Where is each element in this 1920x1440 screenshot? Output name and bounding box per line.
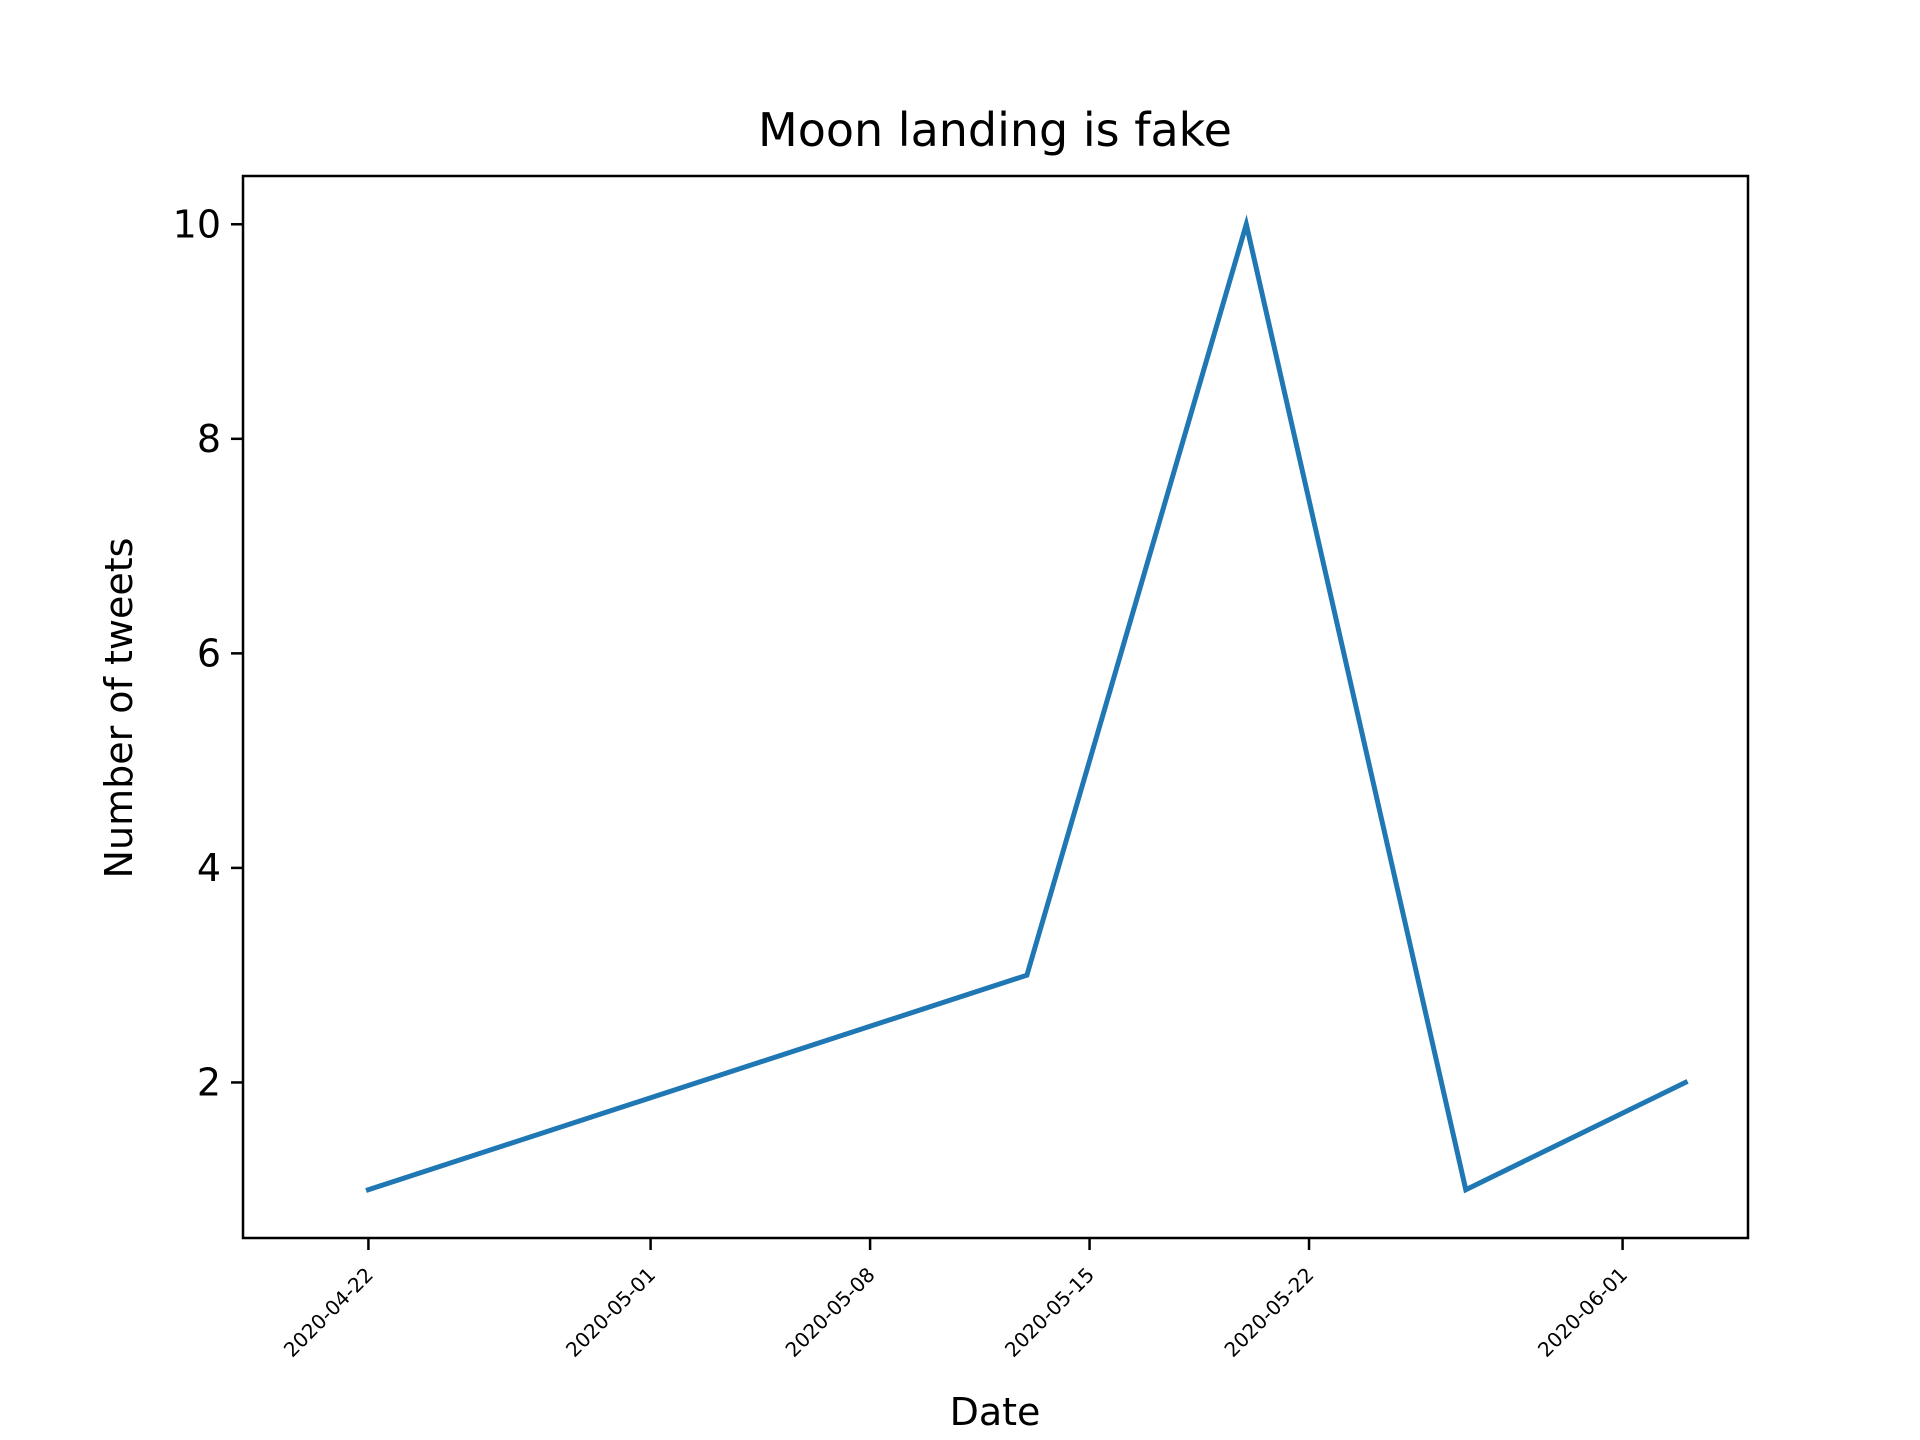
y-tick-label: 2: [197, 1060, 221, 1104]
y-tick-label: 4: [197, 846, 221, 890]
y-tick-label: 8: [197, 417, 221, 461]
x-axis-label: Date: [950, 1390, 1041, 1434]
plot-frame: [241, 174, 1750, 1240]
y-tick-label: 10: [173, 202, 221, 246]
y-tick-label: 6: [197, 631, 221, 675]
series-line-1: [365, 214, 1689, 1194]
chart-title: Moon landing is fake: [758, 103, 1232, 157]
y-axis-label: Number of tweets: [97, 538, 141, 879]
